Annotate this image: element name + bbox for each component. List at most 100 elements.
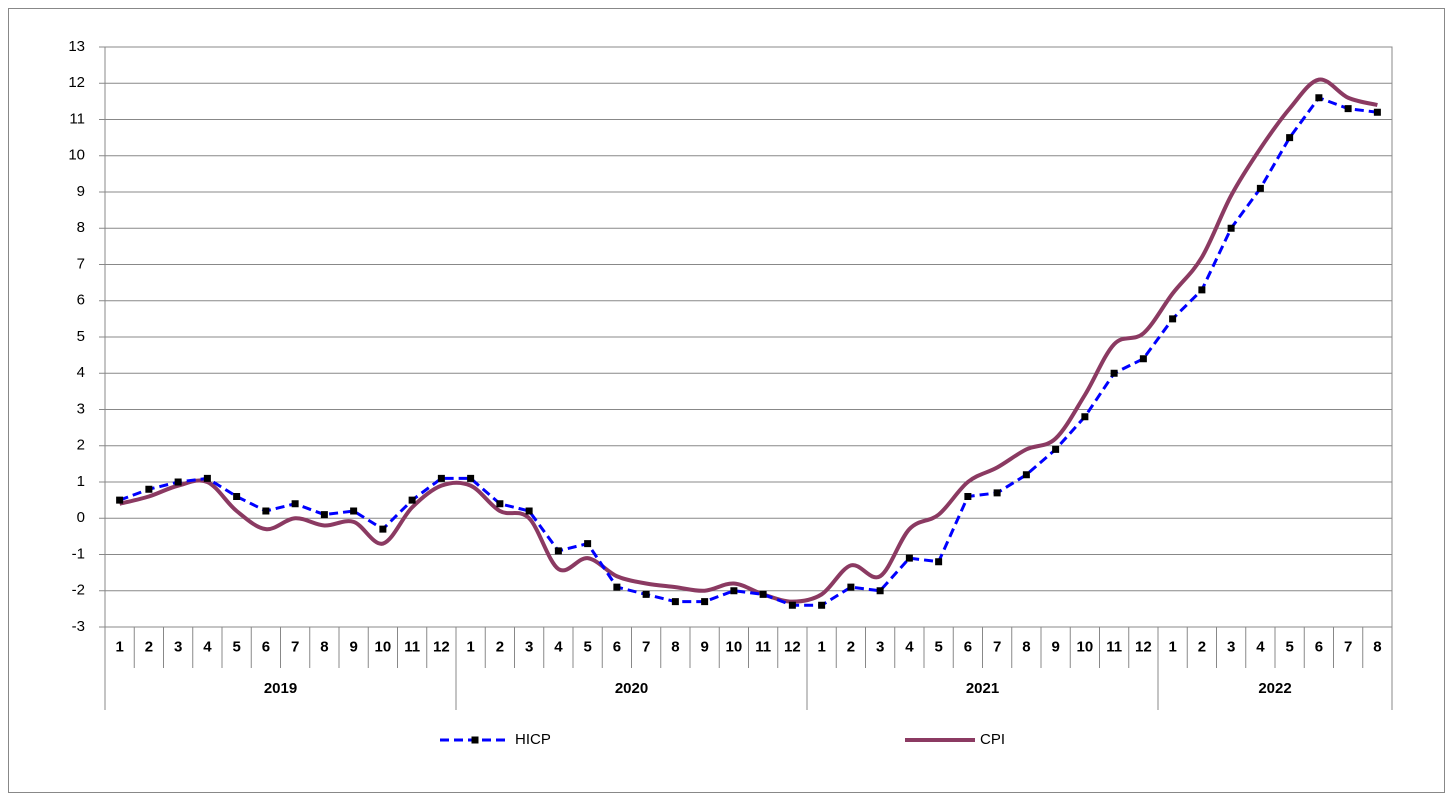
point-marker	[379, 525, 387, 533]
x-tick-label: 8	[1022, 638, 1030, 655]
x-tick-label: 1	[466, 638, 474, 655]
x-tick-label: 3	[174, 638, 182, 655]
y-tick-label: 12	[68, 74, 85, 91]
point-marker	[905, 554, 913, 562]
point-marker	[1344, 105, 1352, 113]
point-marker	[1373, 108, 1381, 116]
point-marker	[262, 507, 270, 515]
x-tick-label: 7	[642, 638, 650, 655]
x-tick-label: 5	[1285, 638, 1293, 655]
x-tick-label: 3	[1227, 638, 1235, 655]
point-marker	[876, 587, 884, 595]
x-tick-label: 1	[1168, 638, 1176, 655]
point-marker	[1227, 224, 1235, 232]
x-tick-label: 4	[905, 638, 914, 655]
y-tick-label: 3	[77, 400, 85, 417]
point-marker	[437, 474, 445, 482]
point-marker	[320, 511, 328, 519]
x-tick-label: 8	[1373, 638, 1381, 655]
x-tick-label: 1	[817, 638, 825, 655]
point-marker	[145, 485, 153, 493]
point-marker	[496, 500, 504, 508]
group-label: 2022	[1258, 680, 1291, 697]
point-marker	[847, 583, 855, 591]
legend-marker	[471, 736, 479, 744]
point-marker	[1315, 94, 1323, 102]
point-marker	[554, 547, 562, 555]
x-tick-label: 11	[404, 638, 420, 655]
point-marker	[964, 493, 972, 500]
point-marker	[613, 583, 621, 591]
x-tick-label: 10	[1077, 638, 1094, 655]
x-tick-label: 2	[496, 638, 504, 655]
y-tick-label: 4	[77, 364, 85, 381]
point-marker	[701, 598, 709, 606]
x-tick-label: 4	[203, 638, 212, 655]
point-marker	[1022, 471, 1030, 479]
x-tick-label: 10	[726, 638, 743, 655]
group-label: 2020	[615, 680, 648, 697]
y-tick-label: 8	[77, 219, 85, 236]
legend-label: HICP	[515, 731, 551, 748]
point-marker	[291, 500, 299, 508]
x-tick-label: 9	[349, 638, 357, 655]
point-marker	[759, 590, 767, 598]
point-marker	[1081, 413, 1089, 421]
x-tick-label: 3	[525, 638, 533, 655]
point-marker	[935, 558, 943, 566]
y-tick-label: 0	[77, 509, 85, 526]
point-marker	[1139, 355, 1147, 363]
point-marker	[408, 496, 416, 504]
point-marker	[525, 507, 533, 515]
point-marker	[174, 478, 182, 486]
point-marker	[730, 587, 738, 595]
x-tick-label: 11	[755, 638, 771, 655]
y-tick-label: -1	[72, 545, 85, 562]
x-tick-label: 8	[320, 638, 328, 655]
point-marker	[1198, 286, 1206, 294]
x-tick-label: 6	[262, 638, 270, 655]
x-tick-label: 2	[847, 638, 855, 655]
y-tick-label: 13	[68, 38, 85, 55]
x-tick-label: 11	[1106, 638, 1122, 655]
x-tick-label: 9	[700, 638, 708, 655]
point-marker	[788, 601, 796, 609]
x-tick-label: 2	[1198, 638, 1206, 655]
x-tick-label: 6	[1315, 638, 1323, 655]
legend-label: CPI	[980, 731, 1005, 748]
x-tick-label: 12	[433, 638, 450, 655]
point-marker	[1052, 445, 1060, 453]
point-marker	[350, 507, 358, 515]
y-tick-label: 6	[77, 292, 85, 309]
x-tick-label: 8	[671, 638, 679, 655]
point-marker	[116, 496, 124, 504]
x-tick-label: 12	[1135, 638, 1152, 655]
x-tick-label: 5	[934, 638, 942, 655]
point-marker	[1256, 184, 1264, 192]
x-tick-label: 12	[784, 638, 801, 655]
point-marker	[1286, 134, 1294, 142]
point-marker	[818, 601, 826, 609]
y-tick-label: -2	[72, 582, 85, 599]
point-marker	[671, 598, 679, 606]
y-tick-label: 5	[77, 328, 85, 345]
y-tick-label: 10	[68, 147, 85, 164]
chart-border	[8, 8, 1445, 793]
x-tick-label: 4	[1256, 638, 1265, 655]
x-tick-label: 7	[993, 638, 1001, 655]
y-tick-label: 7	[77, 255, 85, 272]
point-marker	[233, 493, 241, 500]
group-label: 2021	[966, 680, 999, 697]
series-line	[119, 77, 1378, 604]
x-tick-label: 4	[554, 638, 563, 655]
x-tick-label: 1	[115, 638, 123, 655]
point-marker	[467, 474, 475, 482]
point-marker	[642, 590, 650, 598]
point-marker	[203, 474, 211, 482]
point-marker	[584, 540, 592, 548]
y-tick-label: 9	[77, 183, 85, 200]
x-tick-label: 2	[145, 638, 153, 655]
y-tick-label: 2	[77, 437, 85, 454]
point-marker	[993, 489, 1001, 497]
x-tick-label: 3	[876, 638, 884, 655]
